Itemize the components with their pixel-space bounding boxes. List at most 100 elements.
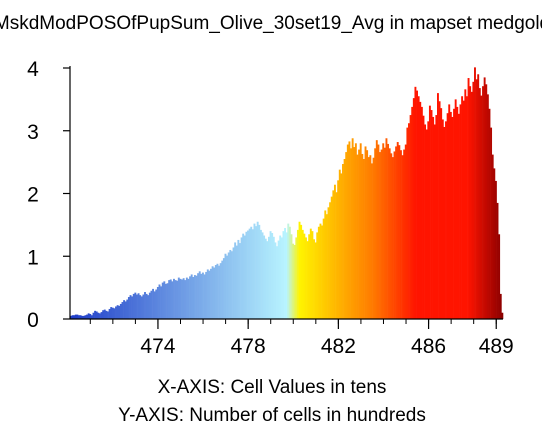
histogram-bar <box>483 77 486 319</box>
histogram-bar <box>263 235 266 319</box>
histogram-bar <box>478 88 481 319</box>
x-axis-label: X-AXIS: Cell Values in tens <box>158 377 387 398</box>
histogram-bar <box>271 233 274 319</box>
histogram-bar <box>82 315 85 319</box>
histogram-bar <box>329 202 332 319</box>
histogram-bar <box>221 260 224 319</box>
histogram-bar <box>84 315 87 319</box>
histogram-bar <box>195 275 198 319</box>
histogram-bar <box>158 284 161 319</box>
y-tick-label: 0 <box>27 309 39 332</box>
histogram-bar <box>123 300 126 319</box>
histogram-bar <box>247 230 249 319</box>
histogram-bar <box>113 308 116 319</box>
histogram-bar <box>353 147 356 319</box>
histogram-bar <box>70 315 72 319</box>
histogram-bar <box>412 98 415 320</box>
histogram-bar <box>408 123 410 319</box>
histogram-bar <box>441 119 444 319</box>
histogram-bar <box>345 152 348 319</box>
histogram-bar <box>358 149 361 319</box>
histogram-bar <box>222 258 225 319</box>
histogram-bar <box>164 283 167 319</box>
histogram-bar <box>491 154 494 319</box>
histogram-bar <box>229 249 232 319</box>
histogram-bar <box>309 228 312 319</box>
histogram-bar <box>219 263 222 319</box>
histogram-bar <box>443 126 446 319</box>
histogram-bar <box>208 270 211 319</box>
histogram-bar <box>134 292 137 319</box>
histogram-bar <box>366 150 369 319</box>
histogram-bar <box>90 315 93 319</box>
histogram-bars <box>70 67 504 320</box>
histogram-bar <box>147 295 150 319</box>
histogram-bar <box>390 153 393 319</box>
histogram-bar <box>424 124 427 319</box>
histogram-bar <box>258 224 261 319</box>
histogram-bar <box>230 251 233 319</box>
histogram-bar <box>119 303 122 319</box>
histogram-bar <box>102 310 105 319</box>
histogram-bar <box>467 78 470 319</box>
histogram-bar <box>469 86 472 319</box>
histogram-bar <box>435 115 438 319</box>
histogram-bar <box>403 149 406 319</box>
histogram-bar <box>456 106 459 319</box>
histogram-bar <box>457 113 460 320</box>
histogram-bar <box>255 226 258 319</box>
histogram-bar <box>182 278 185 319</box>
histogram-bar <box>477 74 480 320</box>
histogram-bar <box>391 157 394 319</box>
histogram-bar <box>105 310 108 319</box>
histogram-bar <box>314 242 317 319</box>
histogram-bar <box>499 293 502 319</box>
histogram-bar <box>153 291 156 319</box>
histogram-bar <box>498 234 501 319</box>
histogram-bar <box>198 271 201 319</box>
histogram-bar <box>311 231 314 319</box>
histogram-bar <box>282 231 285 319</box>
histogram-bar <box>385 138 388 319</box>
histogram-bar <box>155 289 158 319</box>
histogram-bar <box>388 148 391 319</box>
histogram-bar <box>501 312 504 319</box>
histogram-bar <box>287 223 290 319</box>
histogram-bar <box>173 278 175 319</box>
histogram-bar <box>74 314 77 319</box>
histogram-bar <box>234 242 237 319</box>
histogram-bar <box>321 225 324 319</box>
histogram-bar <box>232 247 235 319</box>
histogram-bar <box>396 142 399 319</box>
histogram-bar <box>454 99 457 319</box>
histogram-bar <box>248 228 251 319</box>
histogram-bar <box>185 277 188 319</box>
histogram-bar <box>449 111 452 319</box>
histogram-bar <box>203 274 206 319</box>
histogram-bar <box>71 315 74 319</box>
histogram-bar <box>140 296 143 319</box>
histogram-bar <box>325 214 328 319</box>
histogram-bar <box>493 168 496 319</box>
histogram-bar <box>419 101 422 319</box>
histogram-bar <box>115 306 117 319</box>
histogram-bar <box>351 138 354 319</box>
histogram-bar <box>335 192 338 319</box>
histogram-bar <box>364 146 367 319</box>
histogram-bar <box>462 100 465 319</box>
histogram-bar <box>94 310 97 319</box>
histogram-bar <box>179 278 182 319</box>
histogram-bar <box>404 144 407 319</box>
histogram-bar <box>142 294 145 319</box>
histogram-bar <box>427 121 430 320</box>
x-tick-label: 478 <box>231 335 266 358</box>
histogram-bar <box>292 243 295 319</box>
histogram-bar <box>361 153 364 319</box>
histogram-bar <box>121 302 124 319</box>
histogram-bar <box>306 241 309 319</box>
histogram-bar <box>472 81 475 320</box>
histogram-bar <box>383 147 386 319</box>
histogram-bar <box>327 207 330 319</box>
histogram-bar <box>163 281 166 319</box>
